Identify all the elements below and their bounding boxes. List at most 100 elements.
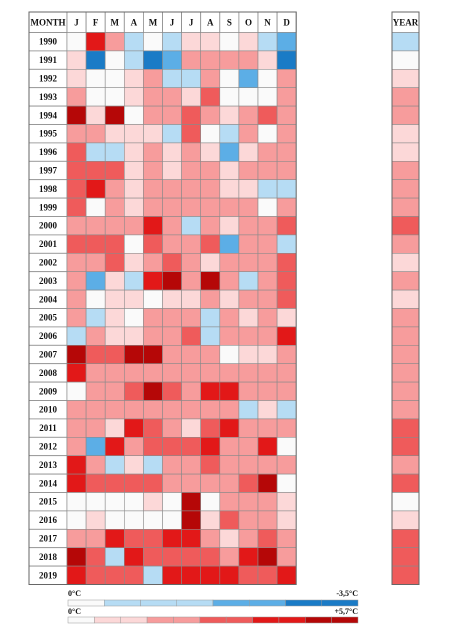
heatmap-cell [104,455,125,475]
heatmap-cell [257,528,278,548]
heatmap-cell [85,473,106,493]
year-tick-label: 1998 [39,184,58,194]
year-annual-cell [391,271,420,291]
heatmap-cell [66,234,87,254]
heatmap-cell [162,363,182,383]
heatmap-cell [257,253,278,273]
heatmap-cell [257,216,278,236]
heatmap-cell [238,510,259,530]
heatmap-cell [104,105,125,125]
legend-swatch [278,616,306,624]
heatmap-cell [276,87,297,107]
heatmap-cell [276,436,297,456]
year-annual-cell [391,161,420,181]
heatmap-cell [238,179,259,199]
heatmap-cell [219,363,240,383]
heatmap-cell [104,473,125,493]
heatmap-cell [219,69,240,89]
heatmap-cell [257,455,278,475]
header-year-label: YEAR [393,17,419,27]
heatmap-cell [66,547,87,567]
heatmap-cell [85,161,106,181]
heatmap-cell [238,69,259,89]
heatmap-cell [124,400,144,420]
heatmap-cell [143,528,163,548]
year-annual-cell [391,124,420,144]
heatmap-cell [124,161,144,181]
year-annual-cell [391,400,420,420]
legend-swatch [199,616,227,624]
year-annual-cell [391,308,420,328]
heatmap-cell [143,436,163,456]
year-annual-cell [391,142,420,162]
year-tick-label: 2003 [39,276,58,286]
heatmap-cell [66,32,87,52]
heatmap-cell [257,436,278,456]
heatmap-cell [143,50,163,70]
heatmap-cell [66,253,87,273]
heatmap-cell [104,547,125,567]
heatmap-cell [66,179,87,199]
heatmap-cell [276,69,297,89]
heatmap-cell [238,363,259,383]
heatmap-cell [219,32,240,52]
heatmap-cell [85,105,106,125]
heatmap-cell [219,492,240,512]
heatmap-cell [143,455,163,475]
heatmap-cell [276,455,297,475]
year-tick-label: 1997 [39,166,58,176]
heatmap-cell [85,510,106,530]
heatmap-cell [124,363,144,383]
year-tick-label: 2013 [39,460,58,470]
year-tick-label: 2004 [39,294,58,304]
year-column-border [391,11,420,585]
heatmap-cell [124,50,144,70]
heatmap-cell [124,510,144,530]
heatmap-cell [66,381,87,401]
heatmap-cell [143,87,163,107]
heatmap-cell [124,473,144,493]
heatmap-cell [66,326,87,346]
legend-swatch [225,616,253,624]
heatmap-cell [200,473,221,493]
heatmap-cell [143,253,163,273]
legend-swatch [331,616,359,624]
heatmap-cell [200,363,221,383]
heatmap-cell [181,105,202,125]
heatmap-cell [143,161,163,181]
heatmap-cell [143,344,163,364]
heatmap-cell [143,363,163,383]
heatmap-cell [276,400,297,420]
year-annual-cell [391,436,420,456]
heatmap-cell [162,87,182,107]
heatmap-cell [66,105,87,125]
heatmap-cell [104,326,125,346]
heatmap-cell [257,492,278,512]
heatmap-cell [238,418,259,438]
heatmap-cell [162,492,182,512]
legend-swatch [67,616,95,624]
heatmap-cell [143,400,163,420]
heatmap-cell [200,50,221,70]
year-tick-label: 1992 [39,74,58,84]
heatmap-cell [181,344,202,364]
heatmap-cell [257,418,278,438]
heatmap-cell [104,87,125,107]
heatmap-cell [200,124,221,144]
heatmap-cell [219,455,240,475]
heatmap-cell [181,142,202,162]
heatmap-cell [181,381,202,401]
heatmap-cell [219,216,240,236]
heatmap-cell [200,308,221,328]
heatmap-cell [276,418,297,438]
heatmap-cell [66,124,87,144]
heatmap-cell [143,289,163,309]
heatmap-cell [143,271,163,291]
heatmap-cell [257,565,278,585]
heatmap-cell [200,326,221,346]
heatmap-cell [200,436,221,456]
year-tick-label: 2005 [39,313,58,323]
heatmap-cell [104,124,125,144]
year-annual-cell [391,179,420,199]
